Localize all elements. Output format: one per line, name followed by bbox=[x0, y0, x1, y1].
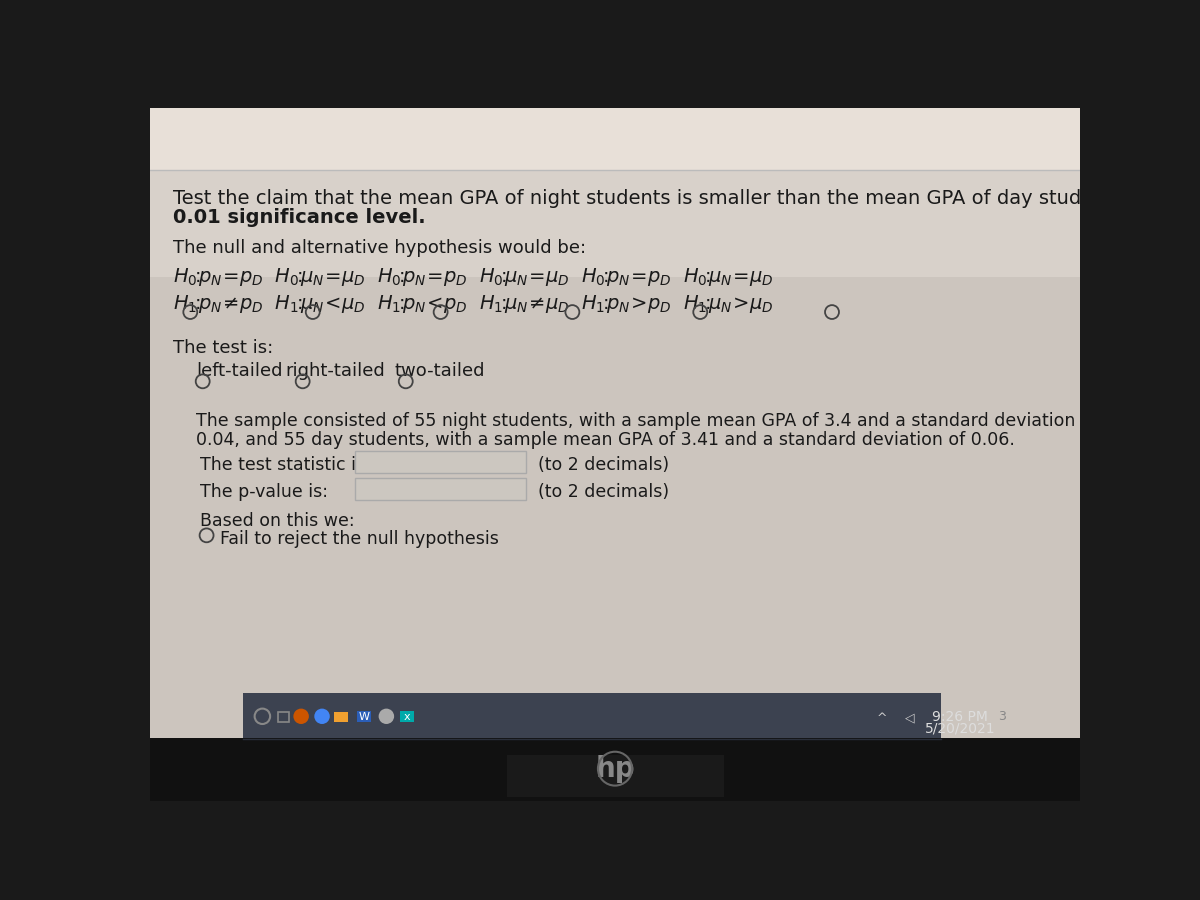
Bar bbox=[278, 712, 289, 723]
Bar bbox=[355, 452, 526, 473]
Text: right-tailed: right-tailed bbox=[286, 362, 385, 380]
Text: 0.01 significance level.: 0.01 significance level. bbox=[173, 208, 426, 227]
Text: (to 2 decimals): (to 2 decimals) bbox=[538, 483, 668, 501]
Circle shape bbox=[314, 708, 330, 724]
Text: ◁: ◁ bbox=[905, 712, 914, 724]
Text: two-tailed: two-tailed bbox=[394, 362, 485, 380]
Bar bbox=[150, 108, 1080, 169]
Bar bbox=[355, 479, 526, 500]
Text: The null and alternative hypothesis would be:: The null and alternative hypothesis woul… bbox=[173, 238, 587, 256]
Text: 5/20/2021: 5/20/2021 bbox=[924, 722, 995, 735]
Text: 3: 3 bbox=[998, 710, 1007, 723]
Text: Test the claim that the mean GPA of night students is smaller than the mean GPA : Test the claim that the mean GPA of nigh… bbox=[173, 189, 1187, 208]
Text: 0.04, and 55 day students, with a sample mean GPA of 3.41 and a standard deviati: 0.04, and 55 day students, with a sample… bbox=[197, 431, 1015, 449]
Text: The p-value is:: The p-value is: bbox=[200, 483, 329, 501]
Bar bbox=[150, 738, 1080, 801]
Bar bbox=[400, 711, 414, 722]
Text: left-tailed: left-tailed bbox=[197, 362, 283, 380]
Text: Based on this we:: Based on this we: bbox=[200, 512, 355, 530]
Text: $H_0\!\!:\!\!p_N\!=\!p_D$  $H_0\!\!:\!\!\mu_N\!=\!\mu_D$  $H_0\!\!:\!\!p_N\!=\!p: $H_0\!\!:\!\!p_N\!=\!p_D$ $H_0\!\!:\!\!\… bbox=[173, 266, 774, 288]
Bar bbox=[150, 169, 1080, 740]
Text: W: W bbox=[359, 712, 370, 722]
Text: The test is:: The test is: bbox=[173, 339, 274, 357]
Text: (to 2 decimals): (to 2 decimals) bbox=[538, 456, 668, 474]
Bar bbox=[506, 755, 724, 797]
Bar bbox=[150, 169, 1080, 277]
Bar bbox=[356, 711, 371, 722]
Text: Fail to reject the null hypothesis: Fail to reject the null hypothesis bbox=[220, 530, 499, 548]
Text: x: x bbox=[403, 712, 410, 722]
Circle shape bbox=[293, 708, 308, 724]
Circle shape bbox=[379, 708, 394, 724]
Text: hp: hp bbox=[595, 755, 635, 783]
Bar bbox=[242, 693, 941, 740]
Bar bbox=[335, 712, 348, 722]
Text: ^: ^ bbox=[877, 712, 888, 724]
Text: $H_1\!\!:\!\!p_N\!\neq\!p_D$  $H_1\!\!:\!\!\mu_N\!<\!\mu_D$  $H_1\!\!:\!\!p_N\!<: $H_1\!\!:\!\!p_N\!\neq\!p_D$ $H_1\!\!:\!… bbox=[173, 292, 774, 315]
Text: The test statistic is:: The test statistic is: bbox=[200, 456, 371, 474]
Text: 9:26 PM: 9:26 PM bbox=[932, 710, 988, 724]
Text: The sample consisted of 55 night students, with a sample mean GPA of 3.4 and a s: The sample consisted of 55 night student… bbox=[197, 412, 1098, 430]
